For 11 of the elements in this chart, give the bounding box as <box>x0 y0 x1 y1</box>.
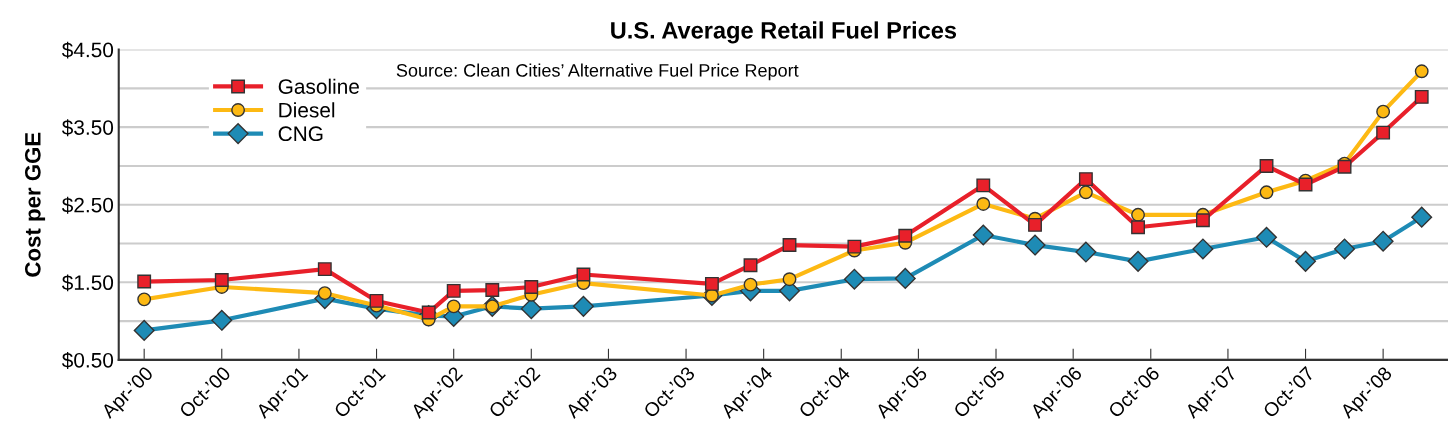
legend-label: Diesel <box>279 102 335 118</box>
y-tick-label: $3.50 <box>61 119 114 137</box>
legend-label: Gasoline <box>278 78 359 94</box>
legend-label: CNG <box>278 126 323 142</box>
y-tick-label: $0.50 <box>61 352 114 369</box>
chart-title: U.S. Average Retail Fuel Prices <box>611 21 957 44</box>
y-tick-label: $1.50 <box>61 274 114 292</box>
y-axis-title: Cost per GGE <box>24 132 46 277</box>
y-tick-label: $2.50 <box>61 196 114 214</box>
y-tick-label: $4.50 <box>61 41 114 59</box>
annotation: Source: Clean Cities’ Alternative Fuel Price Report <box>396 63 799 81</box>
